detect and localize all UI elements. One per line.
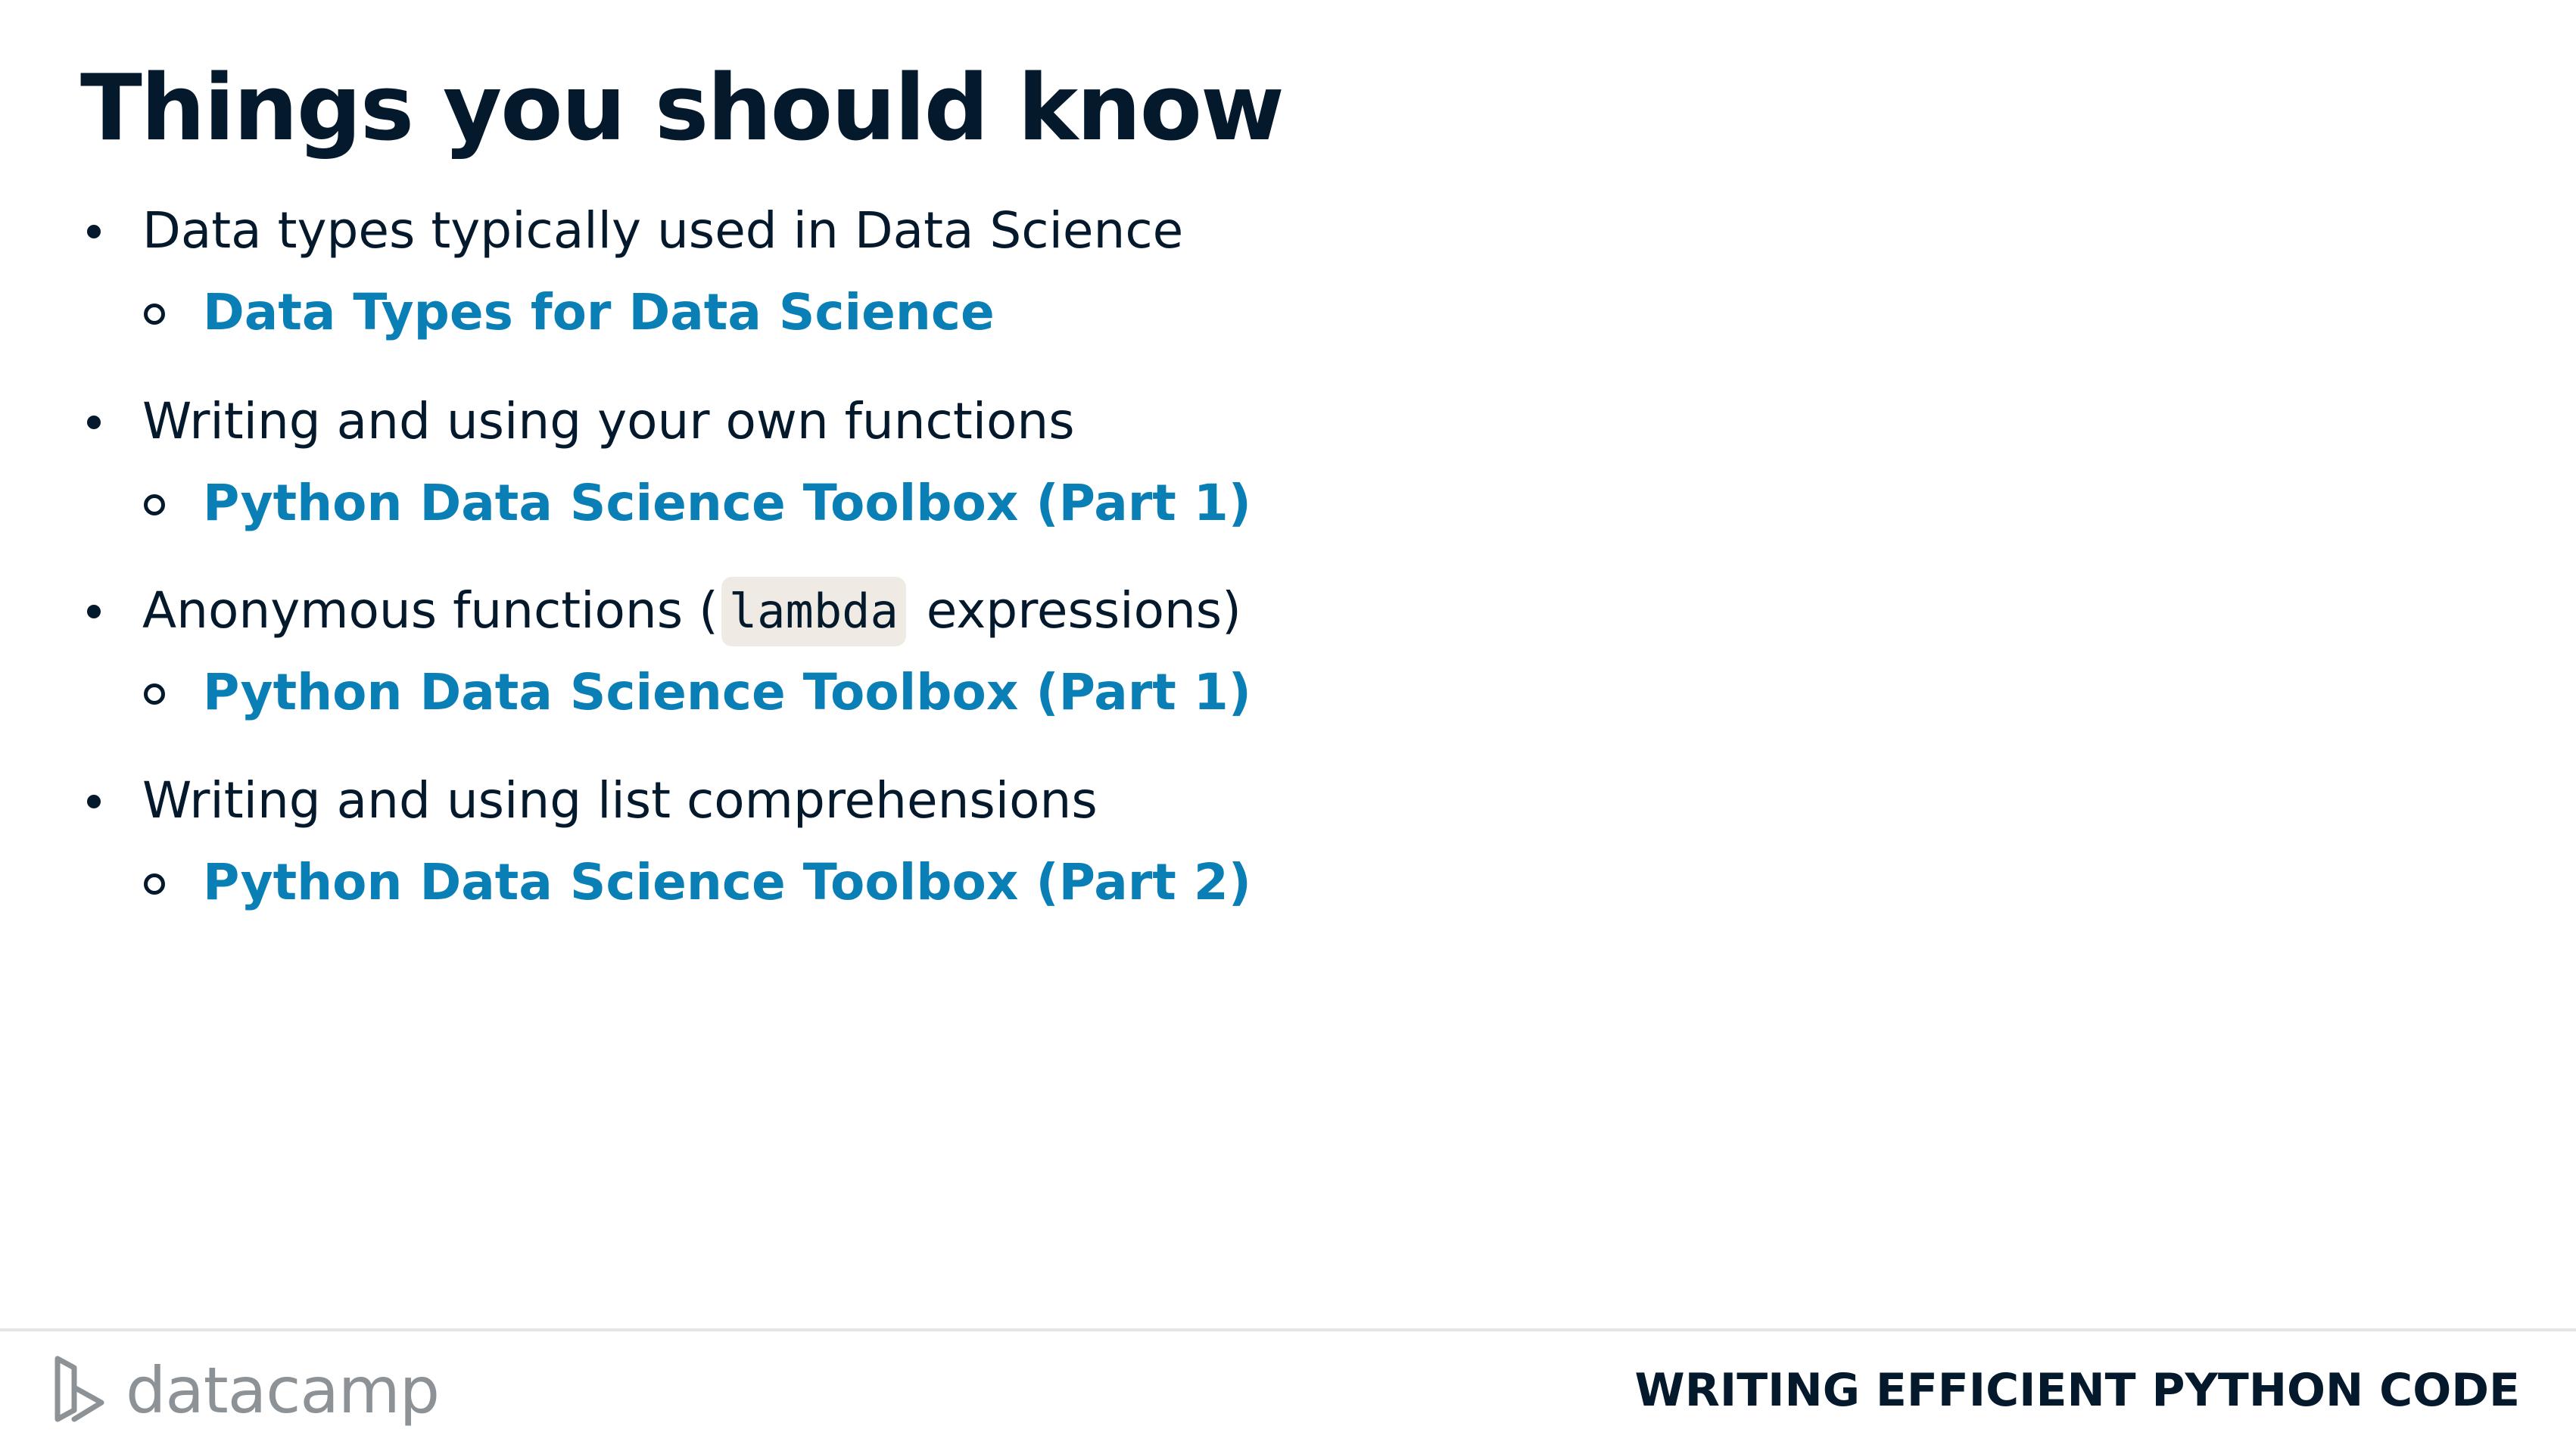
sub-bullet-ring-icon: [144, 873, 165, 895]
datacamp-logo-icon: [55, 1356, 104, 1422]
bullet-text-after-code: expressions): [910, 581, 1241, 640]
sub-bullet-ring-icon: [144, 683, 165, 705]
logo-wordmark: datacamp: [126, 1353, 440, 1428]
bullet-text: Anonymous functions (lambda expressions): [142, 569, 1241, 652]
footer-divider: [0, 1328, 2576, 1331]
sub-bullet-item: Python Data Science Toolbox (Part 1): [0, 462, 1438, 545]
bullet-item: Anonymous functions (lambda expressions): [0, 569, 1438, 652]
bullet-dot-icon: [87, 605, 101, 618]
bullet-text: Writing and using your own functions: [142, 392, 1075, 450]
bullet-item: Data types typically used in Data Scienc…: [0, 189, 1438, 272]
bullet-dot-icon: [87, 416, 101, 429]
bullet-dot-icon: [87, 795, 101, 808]
bullet-text: Data types typically used in Data Scienc…: [142, 201, 1184, 260]
inline-code: lambda: [721, 577, 906, 646]
bullet-text: Writing and using list comprehensions: [142, 771, 1098, 830]
course-link-toolbox-part-1[interactable]: Python Data Science Toolbox (Part 1): [203, 474, 1251, 532]
sub-bullet-ring-icon: [144, 304, 165, 325]
course-link-toolbox-part-2[interactable]: Python Data Science Toolbox (Part 2): [203, 853, 1251, 911]
bullet-text-before-code: Anonymous functions (: [142, 581, 718, 640]
sub-bullet-ring-icon: [144, 494, 165, 515]
bullet-item: Writing and using list comprehensions: [0, 759, 1438, 842]
sub-bullet-item: Python Data Science Toolbox (Part 2): [0, 841, 1438, 924]
bullet-dot-icon: [87, 225, 101, 238]
course-link-data-types[interactable]: Data Types for Data Science: [203, 283, 995, 341]
datacamp-logo: datacamp: [51, 1349, 440, 1432]
slide-title: Things you should know: [80, 56, 1285, 161]
sub-bullet-item: Python Data Science Toolbox (Part 1): [0, 651, 1438, 734]
course-link-toolbox-part-1[interactable]: Python Data Science Toolbox (Part 1): [203, 663, 1251, 721]
sub-bullet-item: Data Types for Data Science: [0, 271, 1438, 354]
bullet-item: Writing and using your own functions: [0, 380, 1438, 463]
course-title: WRITING EFFICIENT PYTHON CODE: [1634, 1364, 2520, 1417]
